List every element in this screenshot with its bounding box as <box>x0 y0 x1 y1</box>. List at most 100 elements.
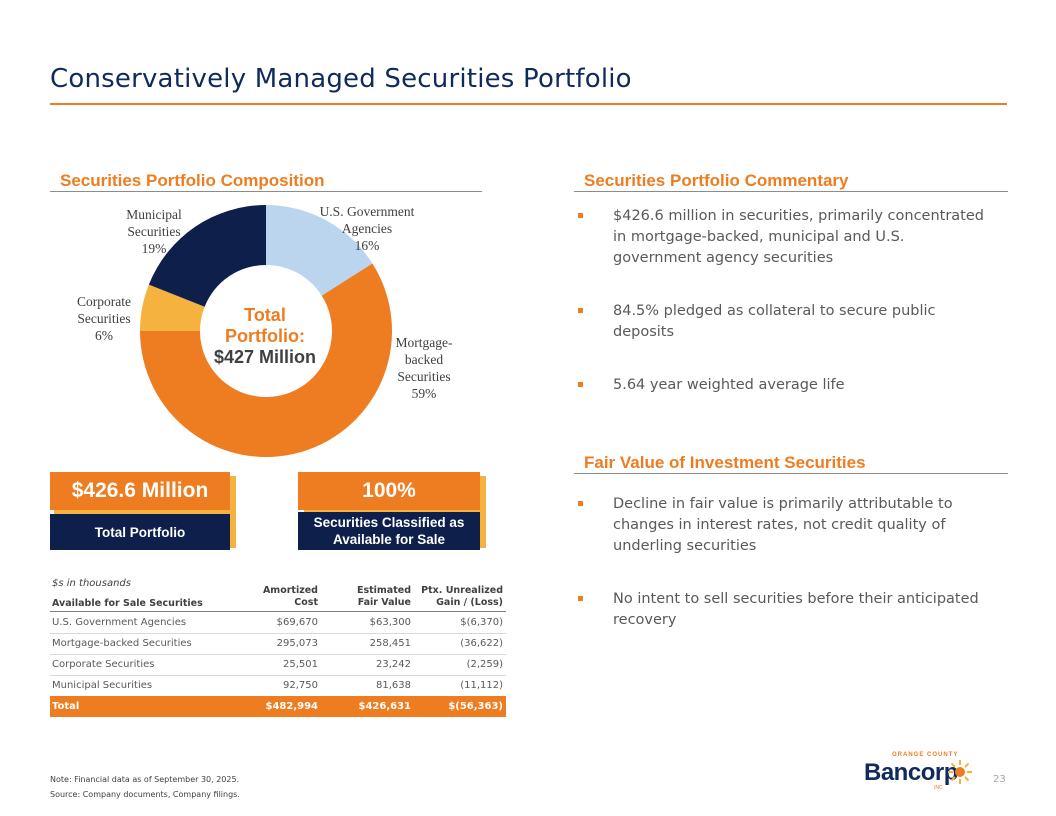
cell-cost: 25,501 <box>283 659 318 670</box>
table-row: Municipal Securities 92,750 81,638 (11,1… <box>50 675 506 696</box>
row-rule <box>50 654 506 655</box>
bullet-marker <box>578 382 583 387</box>
cell-fair: 258,451 <box>369 638 411 649</box>
slice-mortgage-backed <box>140 263 392 458</box>
footnote-note: Note: Financial data as of September 30,… <box>50 775 240 784</box>
table-units: $s in thousands <box>52 578 131 589</box>
slice-municipal <box>148 205 266 307</box>
table-row: U.S. Government Agencies $69,670 $63,300… <box>50 612 506 633</box>
label-mbs-line3: Securities <box>397 369 451 384</box>
commentary-bullet: 5.64 year weighted average life <box>578 375 988 396</box>
cell-fair: 81,638 <box>376 680 411 691</box>
label-usgov-line2: Agencies <box>341 221 393 236</box>
center-line3: $427 Million <box>213 347 317 367</box>
portfolio-donut-chart <box>140 205 392 458</box>
logo-small-text: ORANGE COUNTY <box>892 752 959 758</box>
commentary-heading: Securities Portfolio Commentary <box>584 171 849 190</box>
label-municipal: Municipal Securities 19% <box>114 206 194 257</box>
fair-value-bullet: No intent to sell securities before thei… <box>578 589 988 631</box>
label-corp-line1: Corporate <box>77 294 131 309</box>
cell-gain: $(56,363) <box>448 701 503 712</box>
page-title: Conservatively Managed Securities Portfo… <box>50 64 632 94</box>
header-col0: Available for Sale Securities <box>52 598 203 609</box>
cell-gain: (11,112) <box>460 680 503 691</box>
header-col1-line1: Amortized <box>262 585 318 596</box>
header-col2-line2: Fair Value <box>357 597 411 608</box>
cell-name: Total <box>52 701 80 712</box>
header-col3-line1: Ptx. Unrealized <box>421 585 503 596</box>
slice-us-government <box>266 205 373 296</box>
composition-heading: Securities Portfolio Composition <box>60 171 325 190</box>
header-col3: Ptx. Unrealized Gain / (Loss) <box>421 585 503 609</box>
bullet-marker <box>578 308 583 313</box>
composition-divider <box>50 191 482 192</box>
cell-name: U.S. Government Agencies <box>52 617 187 628</box>
logo-inc-text: INC <box>934 785 943 791</box>
cell-cost: 295,073 <box>276 638 318 649</box>
bullet-marker <box>578 501 583 506</box>
label-mortgage-backed: Mortgage- backed Securities 59% <box>384 334 464 402</box>
header-col2: Estimated Fair Value <box>357 585 411 609</box>
fair-value-divider <box>574 473 1008 474</box>
header-col2-line1: Estimated <box>356 585 411 596</box>
label-mbs-pct: 59% <box>411 386 437 401</box>
bullet-marker <box>578 213 583 218</box>
bullet-text: 84.5% pledged as collateral to secure pu… <box>613 303 936 340</box>
label-muni-line1: Municipal <box>126 207 182 222</box>
cell-cost: 92,750 <box>283 680 318 691</box>
cell-fair: 23,242 <box>376 659 411 670</box>
footnote-source: Source: Company documents, Company filin… <box>50 790 240 799</box>
header-col3-line2: Gain / (Loss) <box>436 597 503 608</box>
cell-name: Municipal Securities <box>52 680 153 691</box>
slice-corporate <box>140 284 205 331</box>
cell-name: Mortgage-backed Securities <box>52 638 192 649</box>
bullet-text: 5.64 year weighted average life <box>613 377 845 393</box>
kpi-afs-value: 100% <box>298 472 480 510</box>
header-col1: Amortized Cost <box>263 585 318 609</box>
cell-cost: $482,994 <box>265 701 318 712</box>
center-line2: Portfolio: <box>225 326 305 346</box>
label-us-government: U.S. Government Agencies 16% <box>305 203 429 254</box>
donut-center-label: Total Portfolio: $427 Million <box>200 305 330 368</box>
row-rule <box>50 675 506 676</box>
header-col1-line2: Cost <box>294 597 318 608</box>
label-corp-line2: Securities <box>77 311 131 326</box>
cell-gain: (2,259) <box>466 659 503 670</box>
bullet-marker <box>578 596 583 601</box>
bullet-text: Decline in fair value is primarily attri… <box>613 496 953 554</box>
table-row: Corporate Securities 25,501 23,242 (2,25… <box>50 654 506 675</box>
row-rule <box>50 633 506 634</box>
table-header: Available for Sale Securities Amortized C… <box>50 585 506 611</box>
kpi-total-value: $426.6 Million <box>50 472 230 510</box>
label-mbs-line2: backed <box>404 352 444 367</box>
commentary-bullet: $426.6 million in securities, primarily … <box>578 206 988 269</box>
label-corp-pct: 6% <box>95 328 113 343</box>
cell-gain: (36,622) <box>460 638 503 649</box>
label-usgov-line1: U.S. Government <box>319 204 415 219</box>
fair-value-heading: Fair Value of Investment Securities <box>584 453 866 472</box>
label-muni-pct: 19% <box>141 241 167 256</box>
cell-fair: $426,631 <box>358 701 411 712</box>
fair-value-bullet: Decline in fair value is primarily attri… <box>578 494 988 557</box>
table-total-row: Total $482,994 $426,631 $(56,363) <box>50 696 506 717</box>
label-usgov-pct: 16% <box>354 238 380 253</box>
logo-wordmark: Bancorp <box>864 759 958 786</box>
center-line1: Total <box>244 305 286 325</box>
label-mbs-line1: Mortgage- <box>395 335 453 350</box>
company-logo: ORANGE COUNTY Bancorp INC <box>864 752 974 792</box>
commentary-bullet: 84.5% pledged as collateral to secure pu… <box>578 301 988 343</box>
kpi-total-label: Total Portfolio <box>50 514 230 550</box>
label-muni-line2: Securities <box>127 224 181 239</box>
table-header-rule <box>50 611 506 612</box>
kpi-afs-label-line2: Available for Sale <box>332 532 446 547</box>
cell-gain: $(6,370) <box>460 617 503 628</box>
page-number: 23 <box>993 774 1006 785</box>
kpi-afs-label-line1: Securities Classified as <box>313 515 465 530</box>
bullet-text: No intent to sell securities before thei… <box>613 591 979 628</box>
cell-cost: $69,670 <box>276 617 318 628</box>
label-corporate: Corporate Securities 6% <box>64 293 144 344</box>
table-row: Mortgage-backed Securities 295,073 258,4… <box>50 633 506 654</box>
cell-fair: $63,300 <box>369 617 411 628</box>
commentary-divider <box>574 191 1008 192</box>
title-divider <box>50 103 1007 105</box>
